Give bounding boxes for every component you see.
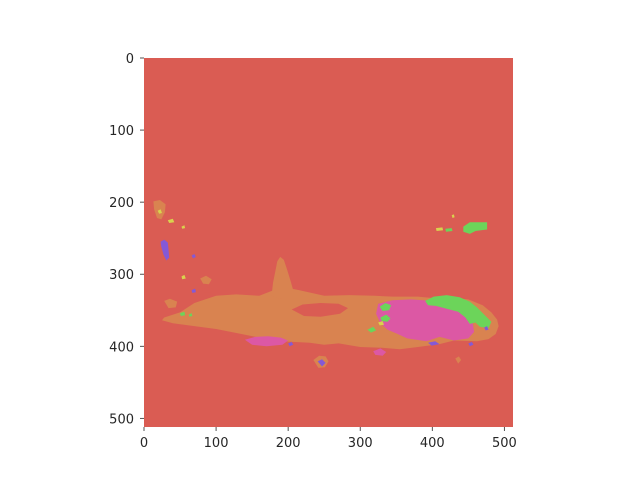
minor-region-yellow-32	[435, 227, 444, 231]
overlay-region-green-18	[445, 228, 453, 232]
overlay-region-green-14	[379, 303, 392, 311]
minor-region-purple-22	[317, 359, 326, 367]
large-region-orange-4	[200, 275, 212, 285]
overlay-region-green-13	[425, 295, 492, 329]
x-tick-label: 400	[420, 436, 445, 451]
minor-region-yellow-33	[451, 214, 455, 218]
chart-axes: 0 100 200 300 400 500 0 100 200 300 400 500	[109, 52, 517, 451]
heatmap-image	[144, 58, 513, 427]
minor-region-yellow-31	[181, 225, 186, 229]
x-tick-label: 300	[348, 436, 373, 451]
large-region-orange-7	[455, 356, 462, 364]
minor-region-yellow-29	[157, 209, 162, 214]
y-tick-label: 500	[109, 412, 134, 427]
y-tick-label: 200	[109, 196, 134, 211]
minor-region-yellow-30	[167, 218, 175, 223]
x-tick-label: 0	[140, 436, 148, 451]
overlay-region-green-16	[367, 326, 377, 333]
y-tick-label: 0	[126, 52, 134, 67]
large-region-orange-3	[164, 298, 178, 309]
overlay-region-magenta-10	[376, 299, 475, 342]
overlay-region-green-20	[188, 313, 193, 317]
x-tick-label: 100	[204, 436, 229, 451]
minor-region-purple-26	[468, 342, 474, 347]
y-tick-label: 300	[109, 268, 134, 283]
overlay-region-magenta-12	[373, 348, 387, 356]
y-tick-label: 100	[109, 124, 134, 139]
minor-region-yellow-34	[181, 274, 186, 280]
minor-region-purple-24	[191, 288, 196, 293]
minor-region-purple-25	[428, 341, 440, 346]
overlay-region-magenta-11	[244, 336, 289, 347]
minor-region-purple-28	[288, 342, 294, 347]
overlay-region-green-15	[380, 314, 391, 322]
overlay-region-green-17	[463, 222, 488, 234]
minor-region-yellow-35	[378, 321, 384, 326]
x-tick-label: 500	[492, 436, 517, 451]
background-hole-background-9	[201, 287, 214, 293]
background-hole-background-8	[291, 303, 348, 317]
y-tick-label: 400	[109, 340, 134, 355]
overlay-region-green-19	[180, 311, 186, 316]
background-background-0	[144, 58, 513, 427]
minor-region-purple-21	[160, 239, 170, 261]
large-region-orange-5	[153, 200, 166, 220]
minor-region-purple-23	[191, 254, 196, 259]
minor-region-purple-27	[484, 326, 489, 331]
x-tick-label: 200	[276, 436, 301, 451]
large-region-orange-2	[271, 256, 294, 299]
